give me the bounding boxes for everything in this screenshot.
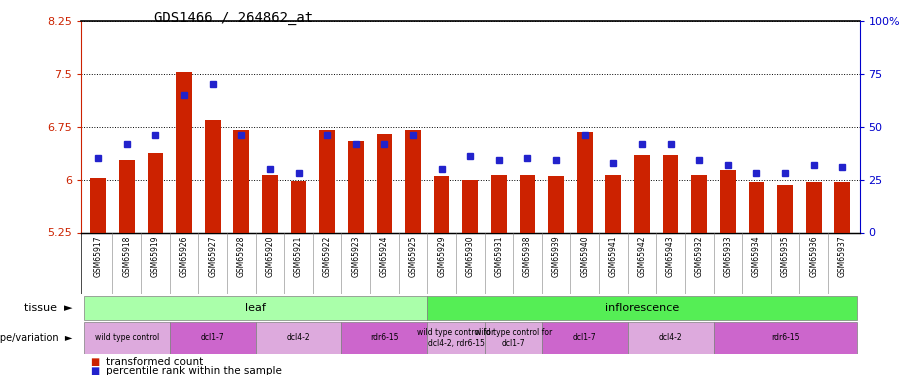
Text: leaf: leaf <box>245 303 266 313</box>
Bar <box>691 175 707 232</box>
Text: GSM65938: GSM65938 <box>523 236 532 277</box>
Bar <box>291 181 306 232</box>
Bar <box>84 322 170 354</box>
Text: wild type control for
dcl1-7: wild type control for dcl1-7 <box>474 328 552 348</box>
Text: wild type control for
dcl4-2, rdr6-15: wild type control for dcl4-2, rdr6-15 <box>418 328 495 348</box>
Text: wild type control: wild type control <box>94 333 159 342</box>
Text: ■: ■ <box>90 357 99 367</box>
Bar <box>119 160 135 232</box>
Bar <box>484 322 542 354</box>
Text: transformed count: transformed count <box>106 357 203 367</box>
Bar <box>519 175 536 232</box>
Text: GSM65919: GSM65919 <box>151 236 160 277</box>
Bar <box>90 178 106 232</box>
Bar <box>714 322 857 354</box>
Bar <box>176 72 192 232</box>
Text: GSM65939: GSM65939 <box>552 236 561 277</box>
Bar <box>205 120 220 232</box>
Text: GSM65926: GSM65926 <box>179 236 188 277</box>
Text: GSM65932: GSM65932 <box>695 236 704 277</box>
Text: dcl4-2: dcl4-2 <box>659 333 682 342</box>
Text: GSM65918: GSM65918 <box>122 236 131 277</box>
Bar <box>606 175 621 232</box>
Bar <box>491 175 507 232</box>
Text: genotype/variation  ►: genotype/variation ► <box>0 333 72 343</box>
Text: GSM65920: GSM65920 <box>266 236 274 277</box>
Bar <box>634 155 650 232</box>
Bar <box>148 153 163 232</box>
Text: GSM65933: GSM65933 <box>724 236 733 277</box>
Text: inflorescence: inflorescence <box>605 303 680 313</box>
Text: GDS1466 / 264862_at: GDS1466 / 264862_at <box>155 11 313 25</box>
Text: GSM65925: GSM65925 <box>409 236 418 277</box>
Text: GSM65929: GSM65929 <box>437 236 446 277</box>
Text: GSM65935: GSM65935 <box>780 236 789 277</box>
Bar <box>320 130 335 232</box>
Bar <box>627 322 714 354</box>
Text: GSM65943: GSM65943 <box>666 236 675 277</box>
Text: tissue  ►: tissue ► <box>23 303 72 313</box>
Bar <box>542 322 627 354</box>
Text: dcl1-7: dcl1-7 <box>201 333 224 342</box>
Bar <box>834 182 850 232</box>
Bar <box>720 170 735 232</box>
Bar <box>749 182 764 232</box>
Text: GSM65934: GSM65934 <box>752 236 761 277</box>
Text: GSM65940: GSM65940 <box>580 236 590 277</box>
Bar <box>262 175 278 232</box>
Bar <box>806 182 822 232</box>
Bar <box>428 296 857 320</box>
Bar <box>463 180 478 232</box>
Text: GSM65923: GSM65923 <box>351 236 360 277</box>
Text: GSM65927: GSM65927 <box>208 236 217 277</box>
Bar <box>577 132 592 232</box>
Bar <box>256 322 341 354</box>
Text: GSM65936: GSM65936 <box>809 236 818 277</box>
Text: GSM65928: GSM65928 <box>237 236 246 277</box>
Text: GSM65941: GSM65941 <box>609 236 618 277</box>
Bar <box>81 232 860 294</box>
Text: GSM65931: GSM65931 <box>494 236 503 277</box>
Text: GSM65930: GSM65930 <box>466 236 475 277</box>
Bar <box>233 130 249 232</box>
Text: rdr6-15: rdr6-15 <box>770 333 799 342</box>
Bar <box>84 296 428 320</box>
Bar <box>778 185 793 232</box>
Text: percentile rank within the sample: percentile rank within the sample <box>106 366 282 375</box>
Bar <box>548 176 564 232</box>
Bar <box>434 176 449 232</box>
Text: dcl4-2: dcl4-2 <box>287 333 310 342</box>
Text: GSM65921: GSM65921 <box>294 236 303 277</box>
Text: dcl1-7: dcl1-7 <box>573 333 597 342</box>
Text: GSM65937: GSM65937 <box>838 236 847 277</box>
Text: GSM65942: GSM65942 <box>637 236 646 277</box>
Text: GSM65922: GSM65922 <box>322 236 331 277</box>
Text: GSM65917: GSM65917 <box>94 236 103 277</box>
Bar <box>348 141 364 232</box>
Bar <box>170 322 256 354</box>
Bar <box>405 130 421 232</box>
Text: GSM65924: GSM65924 <box>380 236 389 277</box>
Bar <box>428 322 484 354</box>
Bar <box>662 155 679 232</box>
Bar <box>341 322 428 354</box>
Bar <box>376 134 392 232</box>
Text: rdr6-15: rdr6-15 <box>370 333 399 342</box>
Text: ■: ■ <box>90 366 99 375</box>
